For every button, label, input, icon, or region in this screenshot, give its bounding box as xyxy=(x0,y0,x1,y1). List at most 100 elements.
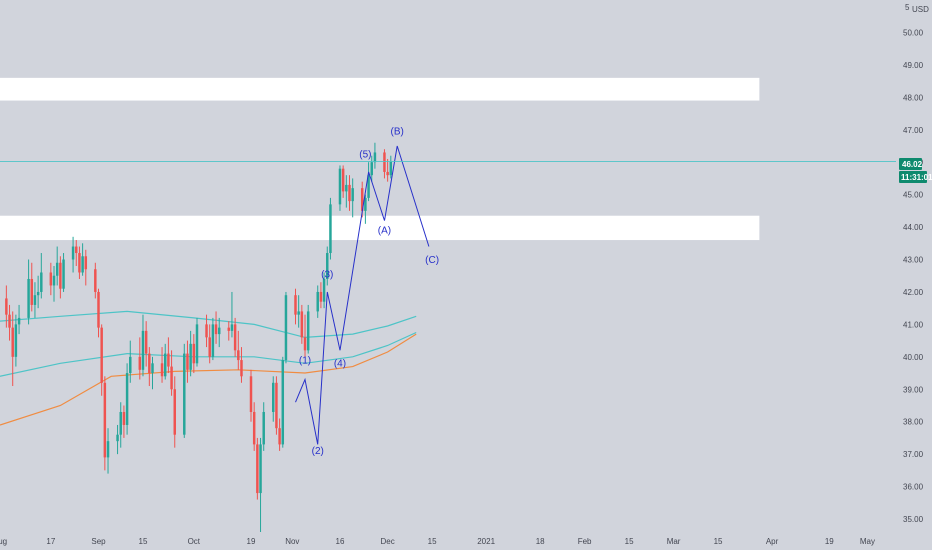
time-axis[interactable]: Aug 17 Sep 15 Oct 19 Nov 16 Dec 15 2021 18 Feb 15 Mar 1… xyxy=(0,532,932,550)
moving-average-2 xyxy=(0,331,417,377)
candle xyxy=(81,243,84,276)
candle-body xyxy=(8,314,11,328)
candle xyxy=(40,253,43,299)
candle xyxy=(237,330,240,370)
candle-body xyxy=(360,188,364,211)
candle-body xyxy=(17,317,21,325)
wave-label: (5) xyxy=(359,149,371,160)
price-tick-label: 36.00 xyxy=(903,483,924,492)
candle-body xyxy=(364,197,367,211)
candle-body xyxy=(294,295,297,315)
time-tick-label: 15 xyxy=(428,537,437,546)
time-tick-label: 15 xyxy=(139,537,148,546)
price-axis-background xyxy=(896,0,932,532)
time-tick-label: 15 xyxy=(625,537,634,546)
candle xyxy=(259,437,262,532)
candle xyxy=(119,402,122,448)
candle-body xyxy=(297,311,300,315)
candle xyxy=(59,256,62,299)
candle xyxy=(249,369,253,422)
time-tick-label: 17 xyxy=(46,537,55,546)
wave-label: (C) xyxy=(425,255,439,266)
candle-body xyxy=(316,291,319,312)
candle-body xyxy=(240,360,243,377)
candle-body xyxy=(141,330,145,370)
candle-body xyxy=(370,162,373,176)
price-axis[interactable]: 5 USD 35.00 36.00 37.00 38.00 39.00 40.00 41.0… xyxy=(896,0,932,532)
candle-body xyxy=(195,324,199,364)
candle xyxy=(27,259,30,325)
candle xyxy=(52,266,56,302)
candle xyxy=(364,194,367,224)
candle-body xyxy=(167,353,170,367)
time-axis-background xyxy=(0,532,932,550)
candle-body xyxy=(284,295,288,361)
candle xyxy=(186,340,189,383)
candle xyxy=(36,275,40,309)
price-tick-label: 47.00 xyxy=(903,126,924,135)
candle xyxy=(122,405,126,438)
candle-body xyxy=(160,363,164,377)
wave-label: (B) xyxy=(390,127,403,138)
candle-body xyxy=(33,295,37,305)
time-tick-label: 19 xyxy=(247,537,256,546)
candle-body xyxy=(389,161,393,176)
candle-body xyxy=(122,411,126,425)
resistance-zones xyxy=(0,77,760,241)
candle xyxy=(167,337,170,374)
candle xyxy=(300,304,304,344)
candle-body xyxy=(27,278,30,318)
candle xyxy=(205,314,208,348)
candle xyxy=(138,337,142,380)
candle-body xyxy=(272,382,275,412)
zone-2 xyxy=(0,215,760,241)
candle xyxy=(383,149,386,179)
candle-body xyxy=(306,311,310,351)
candle xyxy=(94,262,97,299)
candle-body xyxy=(205,324,208,338)
price-tick-label: 49.00 xyxy=(903,61,924,70)
candle xyxy=(370,155,373,182)
candlesticks xyxy=(5,142,393,532)
candle-body xyxy=(97,291,100,328)
wave-label: (4) xyxy=(334,359,346,370)
candle xyxy=(195,317,199,367)
candle xyxy=(227,321,231,341)
candle xyxy=(100,324,103,396)
candle-body xyxy=(151,363,154,374)
candle xyxy=(129,340,132,383)
currency-label: USD xyxy=(912,5,929,14)
candle-body xyxy=(303,337,307,351)
candle xyxy=(192,334,196,374)
candle-body xyxy=(62,259,65,289)
candle-body xyxy=(217,327,221,335)
candle-body xyxy=(345,184,348,192)
candle xyxy=(106,428,110,474)
candle-body xyxy=(230,324,234,331)
candle xyxy=(281,356,285,448)
candle xyxy=(78,246,81,279)
candle xyxy=(294,288,297,325)
candle xyxy=(284,291,288,364)
candle xyxy=(297,295,300,328)
candle xyxy=(272,376,275,422)
time-tick-label: Aug xyxy=(0,537,7,546)
price-tick-label: 41.00 xyxy=(903,320,924,329)
candle-body xyxy=(71,246,75,260)
price-tick-label: 45.00 xyxy=(903,191,924,200)
price-axis-top-tick: 5 xyxy=(905,3,910,12)
candle xyxy=(30,262,34,312)
candle xyxy=(322,272,326,309)
wave-label: (2) xyxy=(312,446,324,457)
candle-body xyxy=(5,298,8,315)
candle-body xyxy=(100,327,103,383)
candle-body xyxy=(278,428,281,445)
candle-body xyxy=(319,291,323,302)
candle xyxy=(303,314,307,357)
candle-body xyxy=(256,444,259,494)
candle-body xyxy=(183,353,186,435)
last-price-label: 46.02 xyxy=(902,160,923,169)
time-tick-label: Oct xyxy=(188,537,201,546)
time-tick-label: Apr xyxy=(766,537,779,546)
